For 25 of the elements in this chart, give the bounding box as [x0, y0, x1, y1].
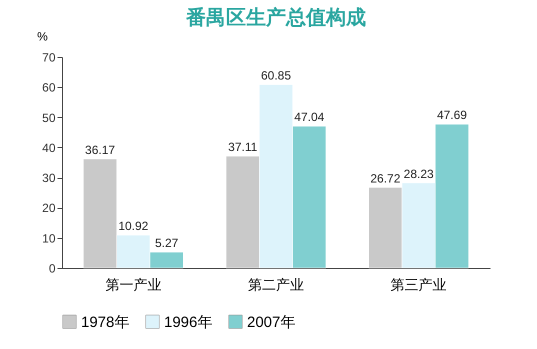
- y-axis-title: %: [37, 30, 48, 44]
- y-tick-label: 20: [42, 201, 56, 216]
- legend-label: 2007年: [247, 314, 296, 331]
- y-tick-label: 70: [42, 50, 56, 64]
- data-label: 10.92: [118, 219, 149, 234]
- legend-label: 1978年: [81, 314, 130, 331]
- data-label: 60.85: [260, 68, 292, 83]
- data-label: 37.11: [228, 140, 258, 154]
- x-tick-label: 第二产业: [248, 278, 304, 294]
- y-tick-label: 30: [42, 171, 56, 186]
- y-tick-label: 50: [42, 110, 56, 125]
- x-tick-label: 第三产业: [390, 278, 447, 294]
- y-tick-label: 10: [42, 231, 56, 246]
- data-label: 26.72: [370, 171, 401, 186]
- y-tick-label: 60: [42, 80, 56, 95]
- x-tick-label: 第一产业: [105, 278, 162, 294]
- data-label: 5.27: [154, 236, 179, 250]
- y-tick-label: 40: [42, 140, 56, 155]
- data-label: 36.17: [85, 142, 116, 157]
- data-label: 47.04: [294, 110, 325, 124]
- chart-title: 番禺区生产总值构成: [185, 6, 366, 29]
- legend-label: 1996年: [164, 314, 212, 331]
- y-tick-label: 0: [48, 262, 56, 276]
- data-label: 28.23: [404, 166, 434, 181]
- data-label: 47.69: [436, 108, 468, 122]
